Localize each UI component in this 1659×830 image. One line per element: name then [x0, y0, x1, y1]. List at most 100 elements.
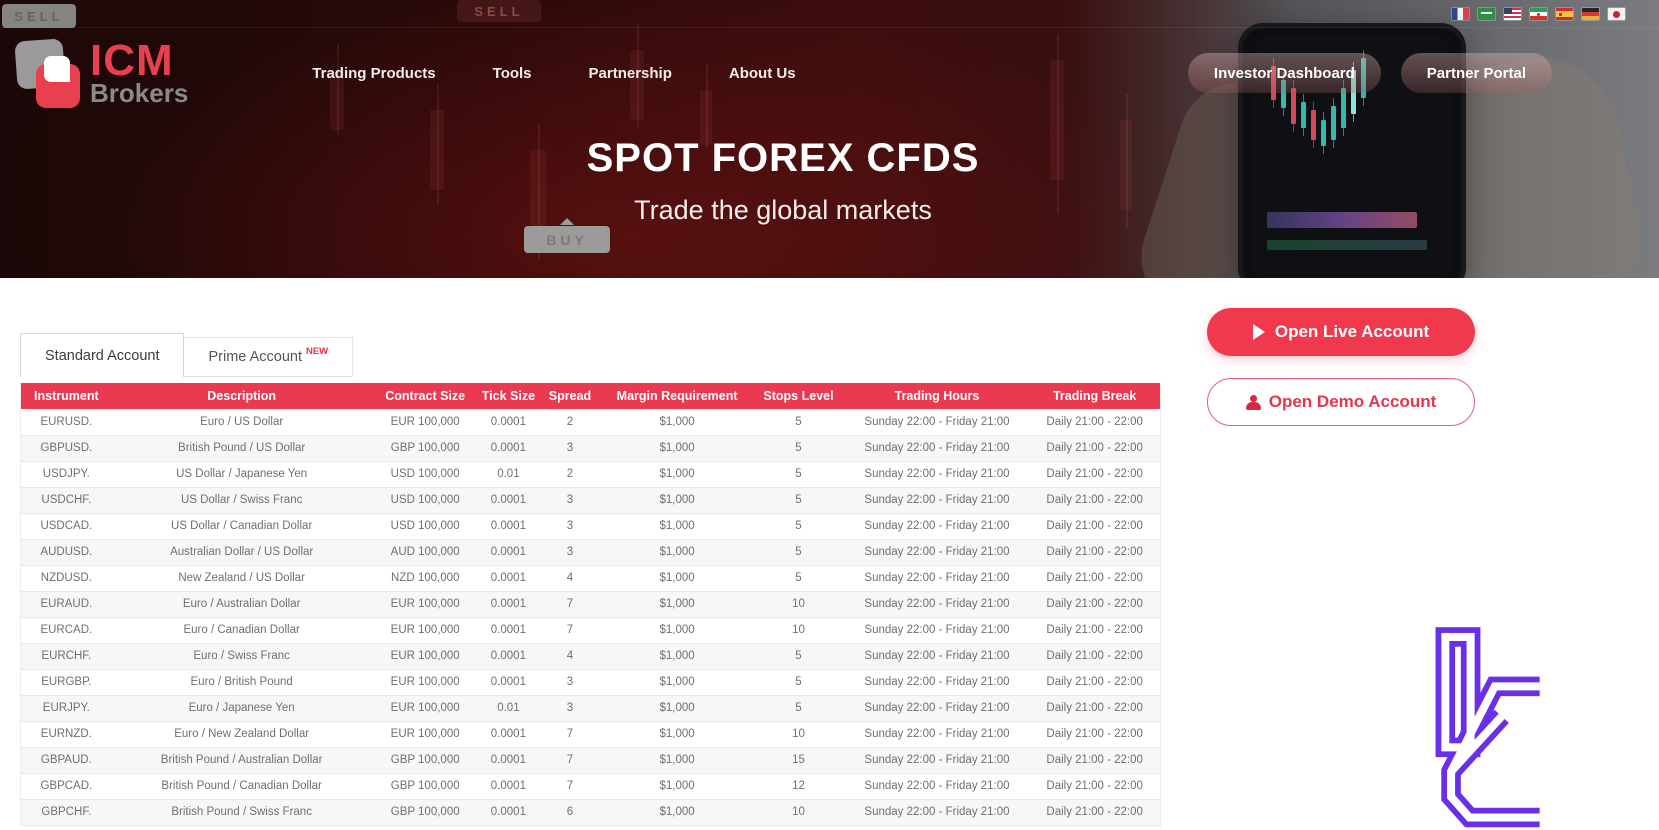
table-cell: New Zealand / US Dollar	[111, 565, 372, 592]
open-live-account-button[interactable]: Open Live Account	[1207, 308, 1475, 356]
nav-item-partnership[interactable]: Partnership	[588, 64, 672, 82]
table-cell: GBPCAD.	[20, 773, 112, 800]
nav-item-tools[interactable]: Tools	[492, 64, 532, 82]
table-cell: EURCHF.	[20, 643, 112, 670]
candlestick-decoration	[1120, 94, 1132, 229]
open-live-account-label: Open Live Account	[1274, 322, 1430, 341]
hero-text: SPOT FOREX CFDS Trade the global markets	[420, 136, 1146, 226]
table-head: Instrument Description Contract Size Tick S…	[20, 383, 1161, 409]
table-cell: Sunday 22:00 - Friday 21:00	[844, 513, 1030, 540]
table-cell: 2	[538, 461, 602, 488]
table-cell: 12	[752, 773, 845, 800]
language-flags	[1452, 8, 1625, 20]
phone-photo	[1243, 28, 1461, 278]
table-row: GBPCHF. British Pound / Swiss Franc GBP 10…	[20, 799, 1161, 826]
table-cell: $1,000	[601, 721, 753, 748]
table-cell: 5	[752, 487, 845, 514]
sell-badge: SELL	[2, 4, 76, 28]
table-cell: 0.0001	[478, 669, 539, 696]
table-cell: Daily 21:00 - 22:00	[1029, 409, 1161, 436]
table-cell: Sunday 22:00 - Friday 21:00	[844, 487, 1030, 514]
table-cell: $1,000	[601, 643, 753, 670]
table-cell: Euro / US Dollar	[111, 409, 372, 436]
phone-screen	[1253, 36, 1451, 278]
table-cell: 7	[538, 747, 602, 774]
new-badge: NEW	[305, 345, 329, 357]
table-cell: $1,000	[601, 539, 753, 566]
top-strip: SELL SELL	[0, 0, 1659, 28]
partner-portal-button[interactable]: Partner Portal	[1400, 53, 1552, 93]
brand-logo-text: ICM Brokers	[90, 38, 188, 106]
table-cell: AUDUSD.	[20, 539, 112, 566]
flag-saudi-arabia[interactable]	[1478, 8, 1495, 20]
column-header: Tick Size	[478, 383, 539, 409]
flag-spain[interactable]	[1556, 8, 1573, 20]
table-cell: Sunday 22:00 - Friday 21:00	[844, 773, 1030, 800]
table-cell: 0.01	[478, 695, 539, 722]
column-header: Spread	[538, 383, 602, 409]
table-cell: EURAUD.	[20, 591, 112, 618]
table-cell: Australian Dollar / US Dollar	[111, 539, 372, 566]
table-cell: $1,000	[601, 695, 753, 722]
table-cell: Euro / Japanese Yen	[111, 695, 372, 722]
header-buttons: Investor Dashboard Partner Portal	[1187, 53, 1552, 93]
table-cell: British Pound / US Dollar	[111, 435, 372, 462]
table-cell: AUD 100,000	[371, 539, 479, 566]
column-header: Trading Hours	[844, 383, 1030, 409]
table-cell: 3	[538, 487, 602, 514]
tab-standard-account[interactable]: Standard Account	[20, 333, 185, 377]
table-cell: 5	[752, 669, 845, 696]
table-cell: USD 100,000	[371, 513, 479, 540]
sell-badge: SELL	[457, 0, 541, 22]
investor-dashboard-button[interactable]: Investor Dashboard	[1187, 53, 1381, 93]
table-cell: Sunday 22:00 - Friday 21:00	[844, 669, 1030, 696]
table-cell: 2	[538, 409, 602, 436]
flag-usa[interactable]	[1504, 8, 1521, 20]
brand-logo[interactable]: ICM Brokers	[12, 34, 188, 112]
flag-iran[interactable]	[1530, 8, 1547, 20]
table-cell: Daily 21:00 - 22:00	[1029, 721, 1161, 748]
candlestick-decoration	[430, 84, 444, 204]
table-body: EURUSD. Euro / US Dollar EUR 100,000 0.0001…	[20, 409, 1161, 826]
nav-item-about-us[interactable]: About Us	[728, 64, 796, 82]
table-cell: 10	[752, 591, 845, 618]
table-cell: Sunday 22:00 - Friday 21:00	[844, 539, 1030, 566]
table-cell: 4	[538, 643, 602, 670]
buy-badge: BUY	[524, 218, 610, 253]
flag-germany[interactable]	[1582, 8, 1599, 20]
column-header: Margin Requirement	[601, 383, 753, 409]
table-cell: 6	[538, 799, 602, 826]
column-header: Trading Break	[1029, 383, 1161, 409]
hero-header: SELL SELL ICM Brokers Trading Products To…	[0, 0, 1659, 278]
flag-france[interactable]	[1452, 8, 1469, 20]
nav-item-trading-products[interactable]: Trading Products	[312, 64, 436, 82]
table-cell: 4	[538, 565, 602, 592]
table-cell: Sunday 22:00 - Friday 21:00	[844, 747, 1030, 774]
table-cell: Daily 21:00 - 22:00	[1029, 747, 1161, 774]
table-cell: EUR 100,000	[371, 591, 479, 618]
table-cell: EUR 100,000	[371, 695, 479, 722]
open-demo-account-label: Open Demo Account	[1268, 392, 1437, 411]
table-cell: EURGBP.	[20, 669, 112, 696]
table-cell: GBP 100,000	[371, 773, 479, 800]
table-cell: EUR 100,000	[371, 409, 479, 436]
candlestick-decoration	[330, 44, 344, 134]
table-cell: 0.01	[478, 461, 539, 488]
table-cell: 5	[752, 643, 845, 670]
table-row: USDCHF. US Dollar / Swiss Franc USD 100,00…	[20, 487, 1161, 514]
open-demo-account-button[interactable]: Open Demo Account	[1207, 378, 1475, 426]
table-cell: British Pound / Canadian Dollar	[111, 773, 372, 800]
table-cell: 5	[752, 513, 845, 540]
table-cell: EUR 100,000	[371, 669, 479, 696]
table-cell: NZDUSD.	[20, 565, 112, 592]
table-cell: $1,000	[601, 461, 753, 488]
table-cell: 0.0001	[478, 617, 539, 644]
tab-prime-account[interactable]: Prime Account NEW	[184, 337, 354, 377]
table-cell: $1,000	[601, 773, 753, 800]
table-row: EURUSD. Euro / US Dollar EUR 100,000 0.0001…	[20, 409, 1161, 436]
brand-logo-mark	[12, 34, 84, 112]
table-header-row: Instrument Description Contract Size Tick S…	[20, 383, 1161, 409]
table-row: USDJPY. US Dollar / Japanese Yen USD 100,0…	[20, 461, 1161, 488]
table-cell: Daily 21:00 - 22:00	[1029, 565, 1161, 592]
flag-japan[interactable]	[1608, 8, 1625, 20]
